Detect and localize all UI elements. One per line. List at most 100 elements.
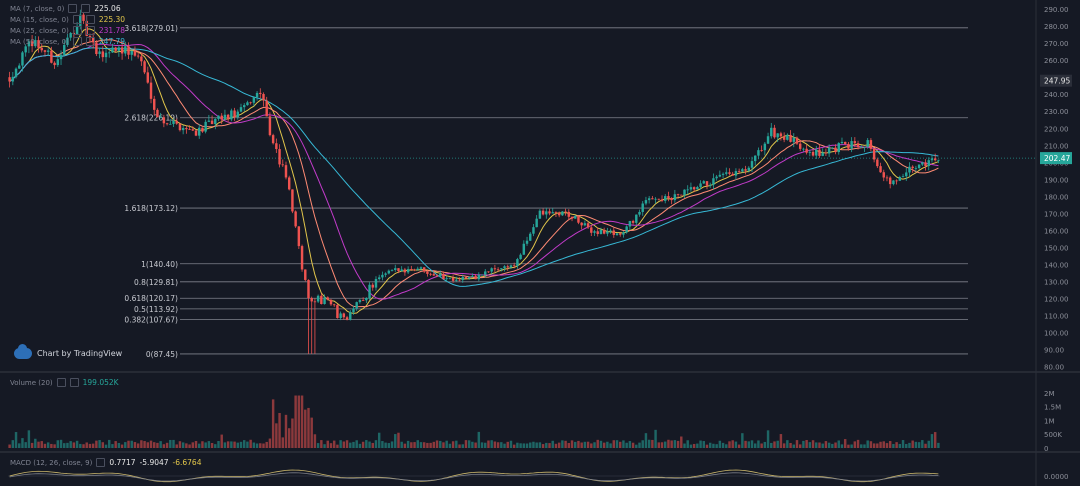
- candle-body: [390, 269, 394, 271]
- close-icon[interactable]: [69, 378, 79, 387]
- candle-body: [230, 110, 233, 120]
- candle-body: [818, 149, 821, 156]
- price-tick-label: 280.00: [1044, 23, 1069, 31]
- volume-bar: [217, 440, 220, 448]
- volume-bar: [818, 442, 821, 448]
- macd-value-3: -6.6764: [172, 458, 202, 467]
- candle-body: [43, 50, 47, 52]
- candle-body: [345, 317, 349, 320]
- close-icon[interactable]: [85, 15, 95, 24]
- price-tick-label: 190.00: [1044, 176, 1069, 184]
- volume-bar: [214, 444, 217, 448]
- price-axis: 80.00 90.00 100.00 110.00 120.00 130.00 140.00…: [1040, 6, 1072, 372]
- candle-body: [843, 141, 847, 144]
- candle-body: [284, 165, 288, 178]
- volume-tick-label: 1.5M: [1044, 404, 1061, 412]
- macd-pane: 0.0000: [8, 469, 1069, 483]
- volume-bar: [98, 440, 101, 448]
- volume-bar: [821, 443, 824, 448]
- candle-body: [574, 216, 577, 219]
- candle-body: [789, 134, 792, 142]
- legend-ma1[interactable]: MA (7, close, 0) 225.06: [10, 4, 121, 13]
- candle-body: [394, 268, 397, 270]
- volume-bar: [419, 442, 423, 448]
- volume-bar: [79, 443, 82, 448]
- close-icon[interactable]: [81, 4, 91, 13]
- volume-bar: [259, 443, 262, 448]
- candle-body: [731, 173, 734, 176]
- volume-tick-label: 2M: [1044, 390, 1055, 398]
- candle-body: [403, 269, 407, 273]
- watermark-text: Chart by TradingView: [37, 349, 123, 358]
- settings-icon[interactable]: [72, 15, 82, 24]
- volume-bar: [663, 441, 667, 448]
- volume-bar: [651, 439, 654, 448]
- settings-icon[interactable]: [72, 26, 82, 35]
- candle-body: [734, 171, 738, 176]
- price-tick-label: 90.00: [1044, 347, 1064, 355]
- candle-body: [686, 189, 689, 191]
- close-icon[interactable]: [85, 37, 95, 46]
- volume-bar: [921, 440, 924, 448]
- volume-bar: [525, 443, 529, 448]
- legend-volume[interactable]: Volume (20) 199.052K: [10, 378, 119, 387]
- candle-body: [323, 297, 326, 305]
- volume-bar: [863, 444, 866, 448]
- candle-body: [445, 278, 448, 280]
- fib-label: 0.5(113.92): [134, 305, 178, 314]
- candle-body: [75, 26, 79, 34]
- volume-bar: [892, 444, 895, 448]
- legend-ma2[interactable]: MA (15, close, 0) 225.30: [10, 15, 125, 24]
- volume-bar: [21, 438, 24, 448]
- candle-body: [278, 149, 281, 165]
- candle-body: [529, 233, 532, 241]
- volume-bar: [400, 441, 403, 448]
- price-tick-label: 260.00: [1044, 57, 1069, 65]
- volume-bar: [178, 441, 182, 448]
- volume-bar: [153, 442, 156, 448]
- candle-body: [294, 211, 297, 227]
- tradingview-watermark[interactable]: Chart by TradingView: [14, 344, 123, 359]
- legend-macd[interactable]: MACD (12, 26, close, 9) 0.7717 -5.9047 -…: [10, 458, 201, 467]
- candle-body: [377, 277, 381, 280]
- marked-price-tag: [1040, 74, 1072, 87]
- legend-ma4[interactable]: MA (50, close, 0) 247.79: [10, 37, 125, 46]
- close-icon[interactable]: [85, 26, 95, 35]
- candle-body: [432, 274, 436, 276]
- volume-bar: [146, 442, 150, 448]
- volume-bar: [223, 442, 227, 448]
- volume-bar: [882, 441, 885, 448]
- settings-icon[interactable]: [68, 4, 78, 13]
- candle-body: [914, 168, 918, 169]
- settings-icon[interactable]: [56, 378, 66, 387]
- volume-bar: [18, 443, 21, 448]
- candle-body: [827, 147, 831, 154]
- volume-bar: [149, 440, 153, 448]
- candle-body: [583, 223, 587, 226]
- macd-value-2: -5.9047: [139, 458, 169, 467]
- volume-bar: [284, 414, 288, 448]
- candle-body: [236, 111, 240, 118]
- settings-icon[interactable]: [96, 458, 106, 467]
- candle-body: [863, 146, 866, 148]
- volume-bar: [850, 444, 853, 448]
- price-tick-label: 120.00: [1044, 296, 1069, 304]
- volume-bar: [262, 443, 265, 448]
- candle-body: [860, 147, 863, 148]
- candle-body: [175, 120, 178, 124]
- candle-body: [815, 149, 818, 156]
- candle-body: [651, 198, 654, 200]
- macd-signal-line: [9, 472, 939, 482]
- candle-body: [692, 187, 696, 190]
- volume-bar: [371, 442, 374, 448]
- volume-bar: [287, 428, 291, 448]
- volume-bar: [538, 442, 542, 448]
- volume-bar: [275, 423, 278, 448]
- volume-bar: [53, 444, 56, 448]
- settings-icon[interactable]: [72, 37, 82, 46]
- candle-body: [660, 199, 664, 201]
- candle-body: [480, 274, 484, 276]
- legend-ma3[interactable]: MA (25, close, 0) 231.78: [10, 26, 125, 35]
- candle-body: [715, 176, 718, 179]
